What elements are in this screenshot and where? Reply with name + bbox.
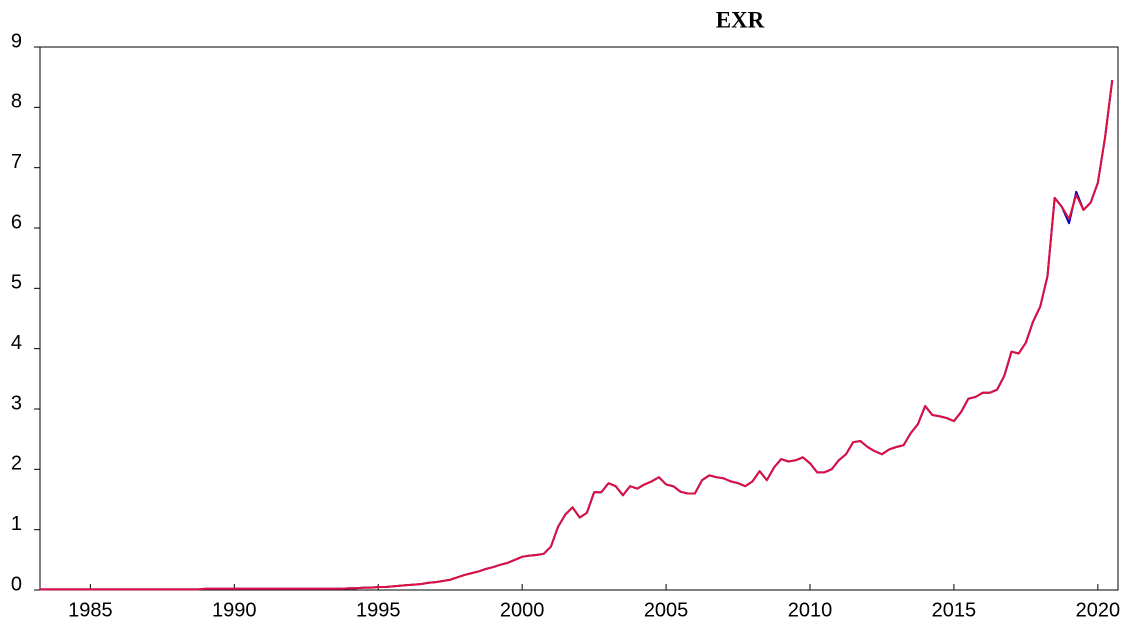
x-tick-label: 1985 [68, 599, 113, 621]
series-line [40, 80, 1114, 591]
y-tick-label: 2 [11, 453, 22, 475]
x-tick-label: 1990 [212, 599, 257, 621]
x-tick-label: 2005 [644, 599, 689, 621]
chart-title: EXR [716, 7, 765, 32]
plot-frame [39, 46, 1119, 591]
y-tick-label: 3 [11, 392, 22, 414]
x-tick-label: 2020 [1076, 599, 1121, 621]
y-tick-label: 4 [11, 332, 22, 354]
y-tick-label: 6 [11, 211, 22, 233]
x-tick-label: 2015 [932, 599, 977, 621]
y-tick-label: 7 [11, 151, 22, 173]
y-tick-label: 1 [11, 513, 22, 535]
y-tick-label: 0 [11, 573, 22, 595]
x-tick-label: 2000 [500, 599, 545, 621]
y-tick-label: 8 [11, 91, 22, 113]
y-tick-label: 9 [11, 30, 22, 52]
x-tick-label: 2010 [788, 599, 833, 621]
y-tick-label: 5 [11, 272, 22, 294]
x-tick-label: 1995 [356, 599, 401, 621]
